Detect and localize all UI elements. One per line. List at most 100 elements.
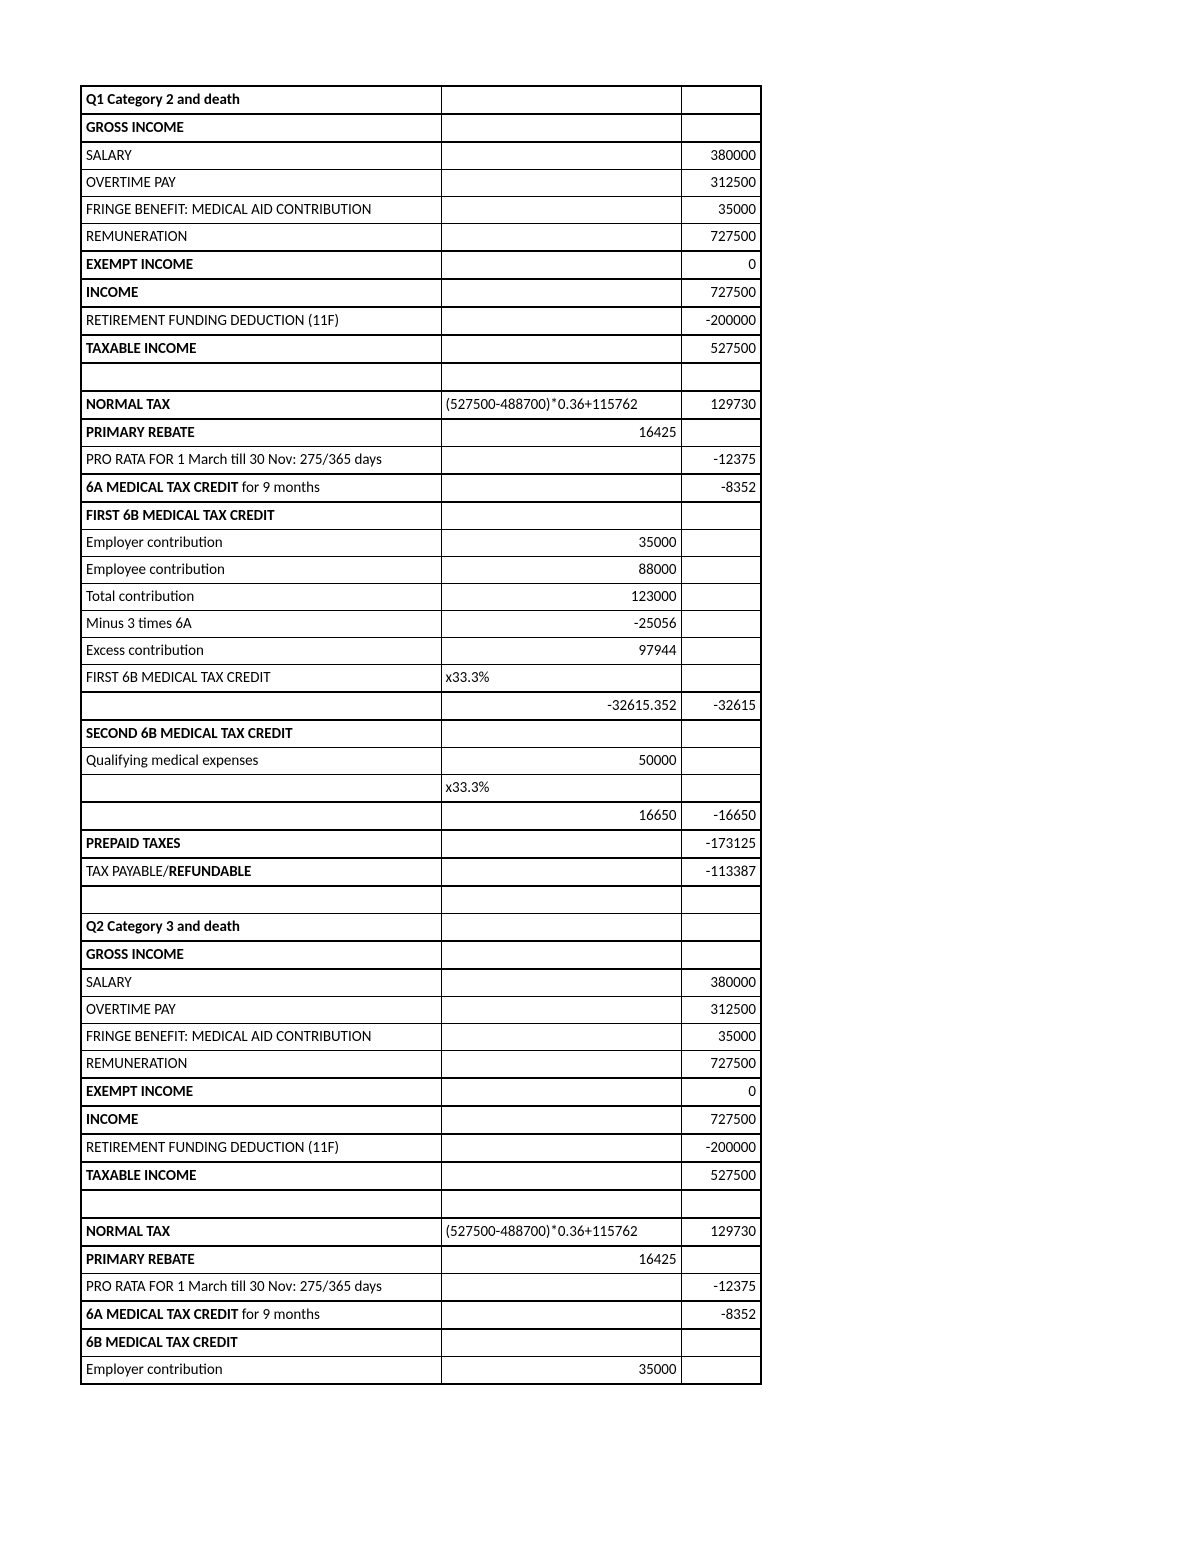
cell-description: GROSS INCOME [81, 114, 441, 142]
cell-amount: -8352 [681, 1301, 761, 1329]
table-row: 6A MEDICAL TAX CREDIT for 9 months -8352 [81, 474, 761, 502]
cell-amount [681, 720, 761, 748]
cell-formula [441, 1051, 681, 1079]
cell-description: PRO RATA FOR 1 March till 30 Nov: 275/36… [81, 1274, 441, 1302]
cell-description: 6A MEDICAL TAX CREDIT for 9 months [81, 474, 441, 502]
cell-formula [441, 1078, 681, 1106]
cell-description: FRINGE BENEFIT: MEDICAL AID CONTRIBUTION [81, 197, 441, 224]
cell-formula [441, 142, 681, 170]
cell-amount [681, 114, 761, 142]
cell-formula [441, 969, 681, 997]
cell-description: NORMAL TAX [81, 1218, 441, 1246]
cell-formula [441, 941, 681, 969]
cell-amount [681, 86, 761, 114]
table-row: TAXABLE INCOME 527500 [81, 1162, 761, 1190]
table-row: PRO RATA FOR 1 March till 30 Nov: 275/36… [81, 447, 761, 475]
table-row: INCOME727500 [81, 279, 761, 307]
cell-amount [681, 1357, 761, 1385]
cell-amount [681, 775, 761, 803]
cell-formula: 97944 [441, 638, 681, 665]
cell-description: SALARY [81, 969, 441, 997]
cell-description: TAXABLE INCOME [81, 1162, 441, 1190]
cell-amount: -8352 [681, 474, 761, 502]
cell-formula: -32615.352 [441, 692, 681, 720]
cell-formula [441, 997, 681, 1024]
cell-amount: 380000 [681, 969, 761, 997]
cell-amount [681, 1329, 761, 1357]
cell-description [81, 775, 441, 803]
cell-amount [681, 665, 761, 693]
table-row: GROSS INCOME [81, 941, 761, 969]
table-row: SECOND 6B MEDICAL TAX CREDIT [81, 720, 761, 748]
cell-formula: 16425 [441, 419, 681, 447]
cell-formula [441, 858, 681, 886]
cell-formula: (527500-488700)*0.36+115762 [441, 1218, 681, 1246]
cell-formula [441, 720, 681, 748]
table-row: OVERTIME PAY 312500 [81, 170, 761, 197]
cell-description: Employee contribution [81, 557, 441, 584]
table-row: SALARY380000 [81, 142, 761, 170]
cell-amount: 0 [681, 251, 761, 279]
cell-amount: -200000 [681, 307, 761, 335]
cell-amount [681, 584, 761, 611]
table-row: FIRST 6B MEDICAL TAX CREDITx33.3% [81, 665, 761, 693]
cell-description: TAX PAYABLE/REFUNDABLE [81, 858, 441, 886]
document-page: Q1 Category 2 and deathGROSS INCOMESALAR… [0, 0, 1200, 1553]
table-row: REMUNERATION727500 [81, 224, 761, 252]
table-row [81, 886, 761, 914]
cell-formula: 35000 [441, 1357, 681, 1385]
cell-amount: 527500 [681, 1162, 761, 1190]
cell-description: Minus 3 times 6A [81, 611, 441, 638]
cell-formula [441, 224, 681, 252]
table-row: OVERTIME PAY312500 [81, 997, 761, 1024]
cell-amount: 312500 [681, 170, 761, 197]
cell-description: NORMAL TAX [81, 391, 441, 419]
cell-description: FRINGE BENEFIT: MEDICAL AID CONTRIBUTION [81, 1024, 441, 1051]
cell-formula [441, 1024, 681, 1051]
cell-amount: -200000 [681, 1134, 761, 1162]
table-row: FIRST 6B MEDICAL TAX CREDIT [81, 502, 761, 530]
cell-description: INCOME [81, 1106, 441, 1134]
table-row: SALARY 380000 [81, 969, 761, 997]
cell-description: PRIMARY REBATE [81, 1246, 441, 1274]
cell-description: Q1 Category 2 and death [81, 86, 441, 114]
cell-description: 6B MEDICAL TAX CREDIT [81, 1329, 441, 1357]
cell-formula [441, 307, 681, 335]
cell-description: SALARY [81, 142, 441, 170]
cell-amount [681, 1246, 761, 1274]
table-row: Employee contribution88000 [81, 557, 761, 584]
table-row: -32615.352-32615 [81, 692, 761, 720]
cell-description: RETIREMENT FUNDING DEDUCTION (11F) [81, 1134, 441, 1162]
table-row: Employer contribution35000 [81, 530, 761, 557]
table-row: NORMAL TAX(527500-488700)*0.36+115762129… [81, 1218, 761, 1246]
table-row: Total contribution123000 [81, 584, 761, 611]
table-row: REMUNERATION727500 [81, 1051, 761, 1079]
table-row: GROSS INCOME [81, 114, 761, 142]
cell-formula [441, 1106, 681, 1134]
cell-description: REMUNERATION [81, 1051, 441, 1079]
cell-formula [441, 914, 681, 942]
table-row: RETIREMENT FUNDING DEDUCTION (11F) -20000… [81, 1134, 761, 1162]
cell-formula [441, 830, 681, 858]
table-row: Qualifying medical expenses50000 [81, 748, 761, 775]
cell-description: OVERTIME PAY [81, 170, 441, 197]
cell-amount [681, 886, 761, 914]
table-row: x33.3% [81, 775, 761, 803]
cell-formula: 50000 [441, 748, 681, 775]
cell-formula [441, 197, 681, 224]
cell-amount [681, 748, 761, 775]
cell-amount [681, 611, 761, 638]
cell-description: PRIMARY REBATE [81, 419, 441, 447]
cell-formula: -25056 [441, 611, 681, 638]
cell-formula [441, 114, 681, 142]
cell-description [81, 886, 441, 914]
cell-amount: 727500 [681, 224, 761, 252]
cell-description: RETIREMENT FUNDING DEDUCTION (11F) [81, 307, 441, 335]
cell-description: Employer contribution [81, 1357, 441, 1385]
table-row: PRO RATA FOR 1 March till 30 Nov: 275/36… [81, 1274, 761, 1302]
cell-formula: 35000 [441, 530, 681, 557]
cell-formula [441, 251, 681, 279]
cell-formula: 88000 [441, 557, 681, 584]
cell-formula [441, 170, 681, 197]
cell-formula: 16650 [441, 802, 681, 830]
